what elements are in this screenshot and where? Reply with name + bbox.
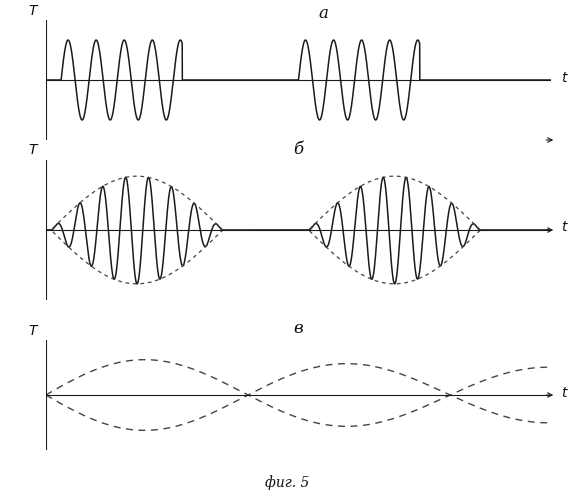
Text: T: T <box>28 143 37 157</box>
Text: в: в <box>294 320 303 338</box>
Text: t: t <box>561 220 567 234</box>
Text: фиг. 5: фиг. 5 <box>265 476 309 490</box>
Text: б: б <box>293 142 304 158</box>
Text: t: t <box>561 70 567 85</box>
Text: t: t <box>561 386 567 400</box>
Text: a: a <box>319 4 329 21</box>
Text: T: T <box>28 324 37 338</box>
Text: T: T <box>28 4 37 18</box>
